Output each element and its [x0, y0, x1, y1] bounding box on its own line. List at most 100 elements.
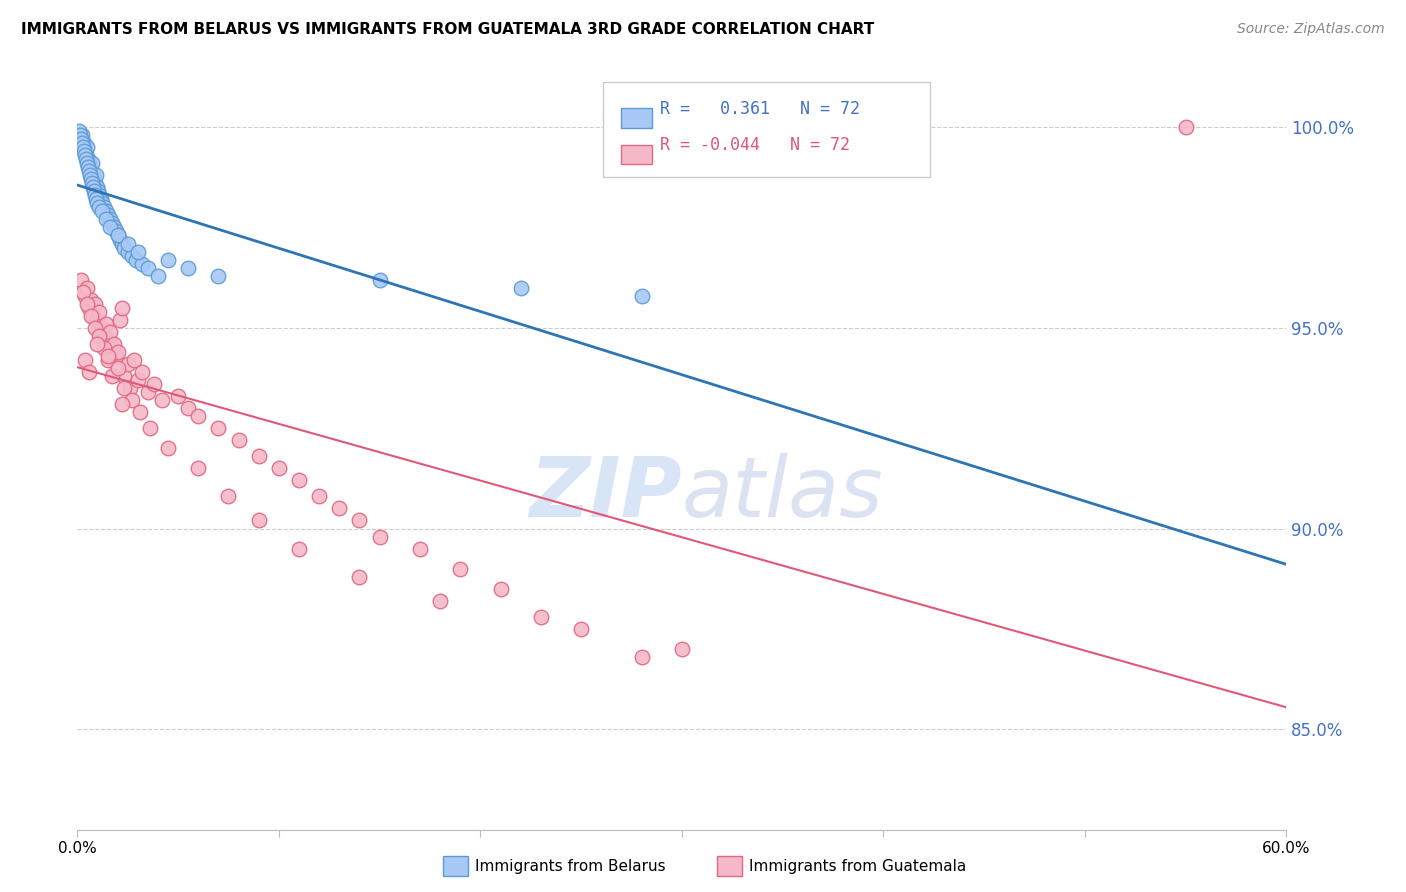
- Point: [100, 341, 122, 355]
- Point: [94, 212, 117, 227]
- Point: [89, 329, 111, 343]
- Point: [247, 513, 270, 527]
- Point: [80, 293, 103, 307]
- Point: [409, 541, 432, 556]
- Point: [671, 642, 693, 657]
- Point: [84, 188, 107, 202]
- Point: [86, 196, 108, 211]
- Point: [84, 297, 107, 311]
- Point: [107, 345, 129, 359]
- Point: [75, 289, 97, 303]
- Point: [349, 570, 371, 584]
- Point: [70, 136, 93, 151]
- Point: [108, 233, 131, 247]
- Point: [100, 369, 122, 384]
- Point: [489, 582, 512, 596]
- Point: [368, 273, 391, 287]
- Point: [146, 268, 169, 283]
- Point: [117, 357, 139, 371]
- Point: [67, 128, 90, 143]
- FancyBboxPatch shape: [603, 82, 929, 178]
- Point: [136, 385, 159, 400]
- Point: [1174, 120, 1197, 135]
- Point: [530, 610, 553, 624]
- Text: R =   0.361   N = 72: R = 0.361 N = 72: [661, 100, 860, 118]
- Point: [247, 450, 270, 464]
- Point: [90, 204, 112, 219]
- Point: [72, 140, 94, 154]
- Point: [112, 381, 135, 395]
- Point: [77, 161, 100, 175]
- Point: [80, 164, 103, 178]
- Text: Immigrants from Guatemala: Immigrants from Guatemala: [749, 859, 967, 873]
- Point: [94, 317, 117, 331]
- Point: [72, 140, 94, 154]
- Point: [107, 228, 129, 243]
- Text: IMMIGRANTS FROM BELARUS VS IMMIGRANTS FROM GUATEMALA 3RD GRADE CORRELATION CHART: IMMIGRANTS FROM BELARUS VS IMMIGRANTS FR…: [21, 22, 875, 37]
- Point: [267, 461, 290, 475]
- Point: [569, 622, 592, 636]
- Point: [90, 321, 112, 335]
- Point: [104, 349, 127, 363]
- Point: [98, 325, 121, 339]
- Point: [79, 365, 101, 379]
- Point: [177, 260, 200, 275]
- Point: [82, 169, 104, 183]
- Point: [79, 301, 101, 315]
- Point: [79, 169, 101, 183]
- Point: [82, 177, 104, 191]
- Point: [75, 353, 97, 368]
- Point: [96, 349, 118, 363]
- Point: [93, 341, 115, 355]
- Point: [218, 490, 240, 504]
- Point: [83, 172, 105, 186]
- Point: [70, 273, 93, 287]
- Point: [121, 393, 143, 408]
- Point: [84, 177, 107, 191]
- Point: [72, 128, 94, 143]
- Point: [157, 252, 180, 267]
- Point: [107, 228, 129, 243]
- FancyBboxPatch shape: [621, 109, 652, 128]
- Point: [75, 153, 97, 167]
- Point: [73, 136, 96, 151]
- Point: [75, 148, 97, 162]
- Point: [187, 461, 209, 475]
- Point: [131, 365, 153, 379]
- Point: [142, 377, 165, 392]
- Point: [112, 241, 135, 255]
- Point: [96, 333, 118, 347]
- Point: [349, 513, 371, 527]
- Point: [207, 268, 229, 283]
- Text: R = -0.044   N = 72: R = -0.044 N = 72: [661, 136, 851, 154]
- Point: [368, 530, 391, 544]
- Point: [79, 156, 101, 170]
- Point: [111, 397, 134, 411]
- Point: [207, 421, 229, 435]
- Point: [288, 474, 311, 488]
- Point: [449, 562, 471, 576]
- Point: [77, 153, 100, 167]
- Point: [72, 136, 94, 151]
- Point: [117, 244, 139, 259]
- Point: [288, 541, 311, 556]
- FancyBboxPatch shape: [621, 145, 652, 164]
- Point: [187, 409, 209, 424]
- Text: Immigrants from Belarus: Immigrants from Belarus: [475, 859, 666, 873]
- Point: [139, 421, 162, 435]
- Point: [75, 144, 97, 159]
- Point: [429, 594, 451, 608]
- Point: [89, 193, 111, 207]
- Point: [76, 297, 98, 311]
- Point: [82, 180, 104, 194]
- Point: [76, 281, 98, 295]
- Point: [79, 161, 101, 175]
- Point: [117, 236, 139, 251]
- Point: [112, 369, 135, 384]
- Point: [86, 193, 108, 207]
- Point: [86, 180, 108, 194]
- Point: [127, 244, 149, 259]
- Point: [90, 196, 112, 211]
- Point: [80, 172, 103, 186]
- Point: [94, 204, 117, 219]
